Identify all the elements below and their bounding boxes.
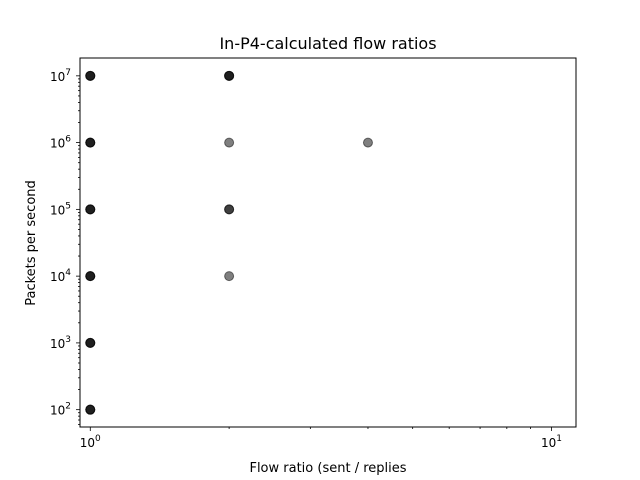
data-point bbox=[85, 271, 96, 282]
x-axis-label: Flow ratio (sent / replies bbox=[249, 461, 406, 476]
chart-title: In-P4-calculated flow ratios bbox=[219, 34, 436, 53]
data-point bbox=[85, 70, 96, 81]
data-point bbox=[224, 271, 235, 282]
minor-ticks bbox=[78, 78, 531, 429]
y-tick-label: 104 bbox=[50, 268, 71, 284]
y-tick-label: 102 bbox=[50, 402, 71, 418]
x-axis-ticks: 100 101 bbox=[80, 427, 562, 450]
y-tick-label: 106 bbox=[50, 135, 71, 151]
data-point bbox=[224, 204, 235, 215]
data-point bbox=[85, 204, 96, 215]
y-axis-label: Packets per second bbox=[24, 180, 39, 306]
data-point bbox=[85, 404, 96, 415]
data-point bbox=[85, 137, 96, 148]
data-point bbox=[224, 70, 235, 81]
x-tick-label: 100 bbox=[80, 434, 101, 450]
data-point bbox=[362, 137, 373, 148]
data-point bbox=[85, 337, 96, 348]
y-tick-label: 105 bbox=[50, 201, 71, 217]
x-tick-label: 101 bbox=[541, 434, 562, 450]
data-point bbox=[224, 137, 235, 148]
data-points bbox=[85, 70, 373, 415]
y-tick-label: 107 bbox=[50, 68, 71, 84]
y-tick-label: 103 bbox=[50, 335, 71, 351]
plot-area-frame bbox=[79, 57, 577, 428]
y-axis-ticks: 102 103 104 105 106 107 bbox=[50, 68, 80, 418]
